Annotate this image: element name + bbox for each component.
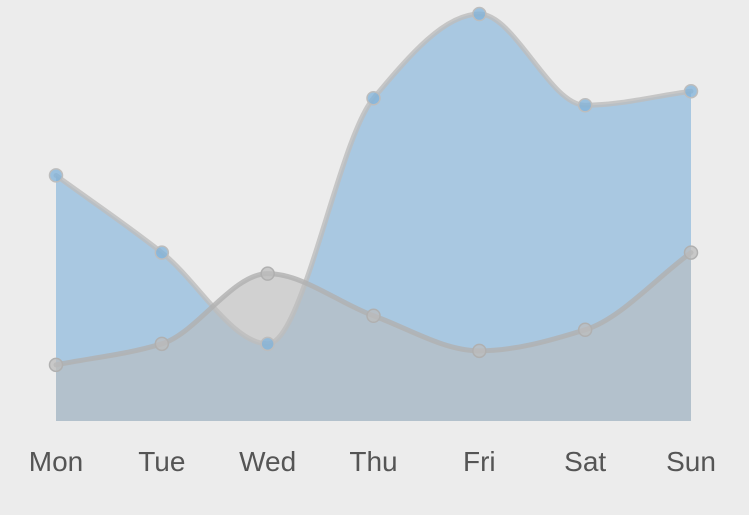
- x-tick-label-thu: Thu: [349, 446, 397, 477]
- series-1-point-mon[interactable]: [48, 168, 64, 183]
- series-2-point-fri[interactable]: [472, 343, 487, 359]
- x-tick-label-sat: Sat: [564, 446, 606, 477]
- x-tick-label-tue: Tue: [138, 446, 185, 477]
- series-1-point-tue[interactable]: [154, 245, 170, 260]
- series-1-point-sun[interactable]: [683, 83, 699, 99]
- series-2-point-thu[interactable]: [366, 308, 381, 323]
- series-1-point-thu[interactable]: [366, 90, 381, 106]
- x-tick-label-fri: Fri: [463, 446, 496, 477]
- series-1-point-sat[interactable]: [577, 98, 593, 113]
- x-tick-label-sun: Sun: [666, 446, 716, 477]
- series-2-point-sat[interactable]: [577, 322, 593, 338]
- series-areas: [56, 14, 691, 422]
- series-2-area: [56, 252, 691, 421]
- data-points: [48, 6, 699, 373]
- series-1-point-fri[interactable]: [472, 6, 487, 22]
- x-axis-labels: Mon Tue Wed Thu Fri Sat Sun: [29, 446, 716, 477]
- series-2-point-tue[interactable]: [154, 336, 170, 352]
- series-1-point-wed[interactable]: [260, 336, 275, 352]
- x-tick-label-mon: Mon: [29, 446, 83, 477]
- series-2-point-wed[interactable]: [260, 266, 275, 281]
- x-tick-label-wed: Wed: [239, 446, 296, 477]
- series-2-point-mon[interactable]: [48, 357, 64, 373]
- series-2-point-sun[interactable]: [683, 245, 699, 260]
